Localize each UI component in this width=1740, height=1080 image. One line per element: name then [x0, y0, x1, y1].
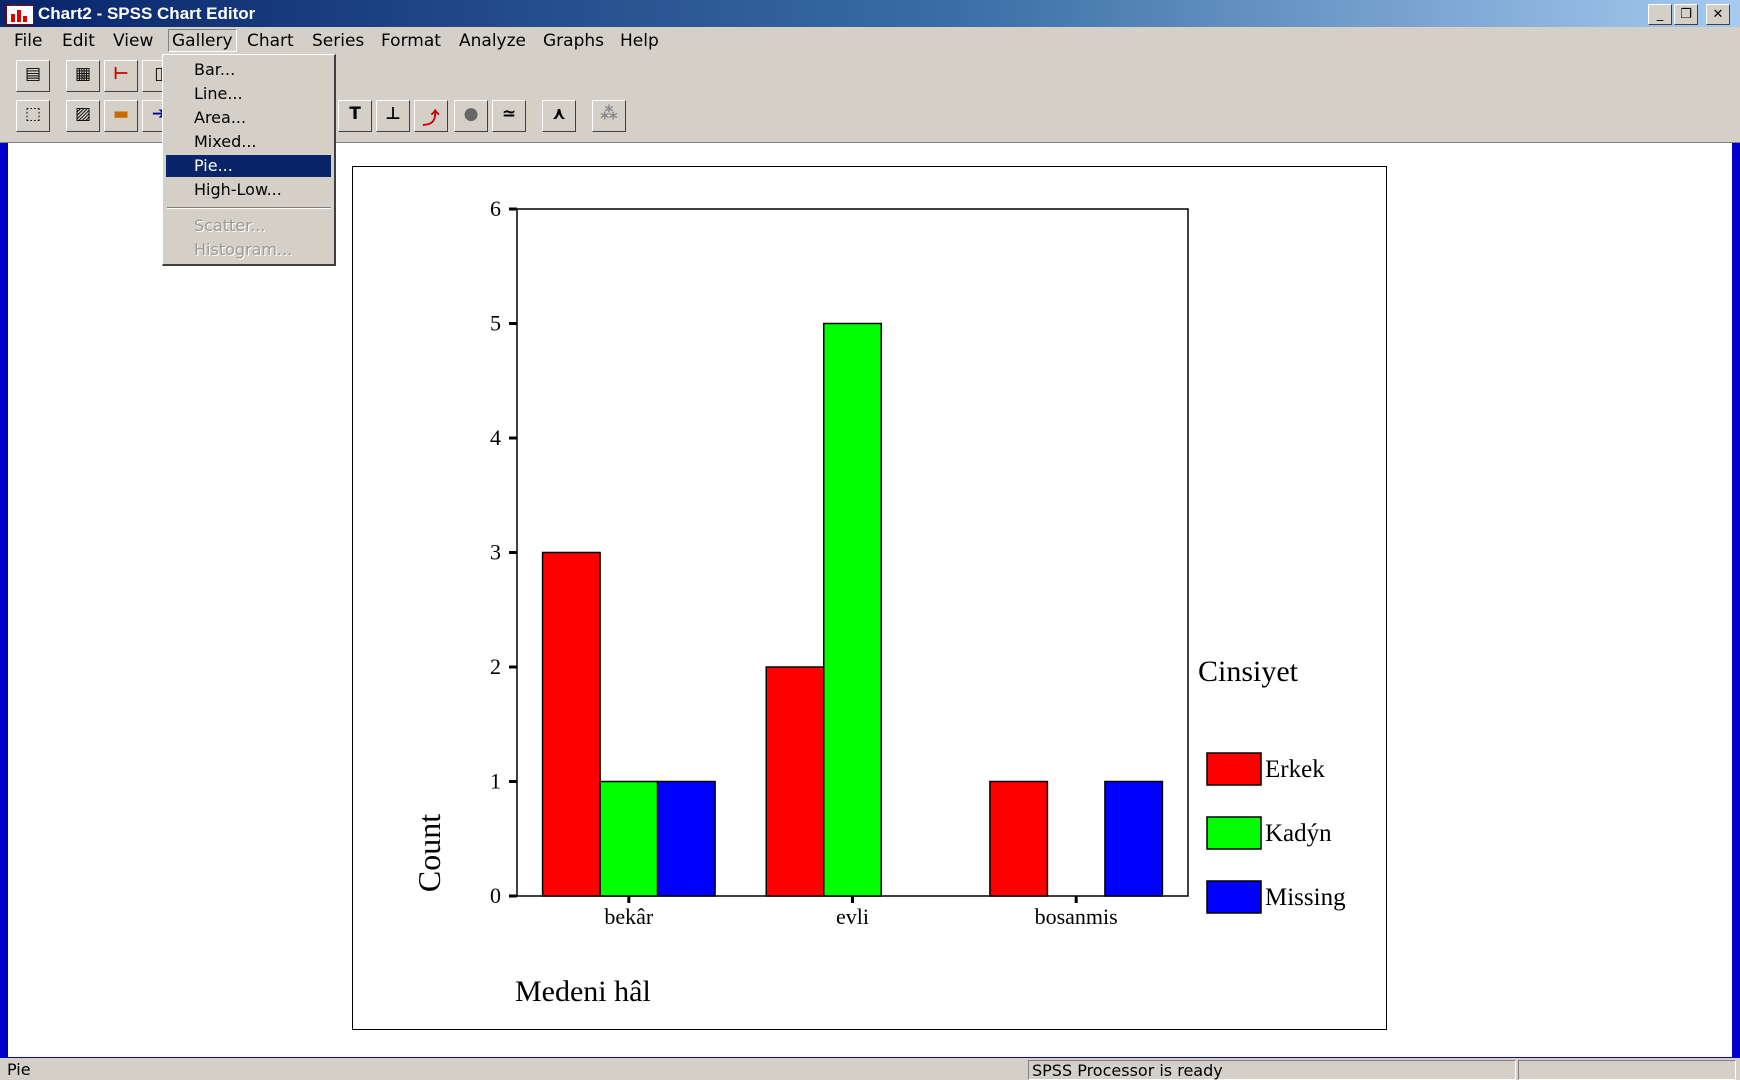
rotate-icon[interactable]: ⤴	[414, 100, 448, 132]
axis-icon[interactable]: ⊥	[376, 100, 410, 132]
title-bar[interactable]: Chart2 - SPSS Chart Editor _ ❐ ✕	[0, 0, 1740, 27]
bar-kadýn-0	[599, 780, 659, 897]
legend-swatch-erkek	[1206, 752, 1262, 786]
status-bar: Pie SPSS Processor is ready	[0, 1058, 1740, 1080]
y-tick-label: 2	[490, 654, 501, 679]
menu-graphs[interactable]: Graphs	[543, 31, 605, 51]
menu-analyze[interactable]: Analyze	[459, 31, 526, 51]
menu-chart[interactable]: Chart	[247, 31, 294, 51]
y-tick-label: 5	[490, 311, 501, 336]
gallery-scatter-item: Scatter...	[194, 216, 266, 235]
legend-title: Cinsiyet	[1198, 655, 1299, 688]
restore-icon[interactable]: ❐	[1674, 4, 1698, 25]
menu-view[interactable]: View	[113, 31, 154, 51]
fill-pattern-icon[interactable]: ▨	[66, 100, 100, 132]
table-icon[interactable]: ▦	[66, 60, 100, 92]
x-tick-label: bosanmis	[1035, 904, 1118, 929]
chart-app-icon[interactable]	[6, 5, 34, 25]
x-axis-title: Medeni hâl	[515, 975, 651, 1008]
menu-gallery[interactable]: Gallery	[168, 29, 237, 52]
select-icon[interactable]: ⬚	[16, 100, 50, 132]
point-id-icon[interactable]: ⁂	[592, 100, 626, 132]
x-tick-label: bekâr	[604, 904, 654, 929]
bar-erkek-1	[765, 666, 825, 897]
menu-format[interactable]: Format	[381, 31, 441, 51]
legend-swatch-missing	[1206, 880, 1262, 914]
bar-missing-2	[1104, 780, 1164, 897]
y-axis-title: Count	[411, 814, 447, 892]
gallery-high-low-item[interactable]: High-Low...	[194, 180, 282, 199]
legend-icon[interactable]: ⊢	[104, 60, 138, 92]
legend-swatch-kadýn	[1206, 816, 1262, 850]
status-right	[1518, 1060, 1736, 1080]
chart-data-icon[interactable]: ▤	[16, 60, 50, 92]
interpolate-icon[interactable]: ≃	[492, 100, 526, 132]
bar-erkek-0	[541, 551, 601, 897]
gallery-line-item[interactable]: Line...	[194, 84, 243, 103]
gallery-pie-item[interactable]: Pie...	[166, 155, 331, 177]
window-title: Chart2 - SPSS Chart Editor	[38, 4, 256, 23]
bar-missing-0	[656, 780, 716, 897]
bar-erkek-2	[989, 780, 1049, 897]
minimize-icon[interactable]: _	[1648, 4, 1672, 25]
x-tick-label: evli	[836, 904, 869, 929]
y-tick-label: 4	[490, 425, 501, 450]
spin-icon[interactable]: ⋏	[542, 100, 576, 132]
menu-file[interactable]: File	[14, 31, 43, 51]
menu-series[interactable]: Series	[312, 31, 365, 51]
y-tick-label: 1	[490, 769, 501, 794]
gallery-bar-item[interactable]: Bar...	[194, 60, 236, 79]
gallery-mixed-item[interactable]: Mixed...	[194, 132, 257, 151]
menu-bar: File Edit View Gallery Chart Series Form…	[0, 27, 1740, 54]
bar-kadýn-1	[823, 322, 882, 897]
gallery-histogram-item: Histogram...	[194, 240, 293, 259]
menu-edit[interactable]: Edit	[62, 31, 95, 51]
explode-icon[interactable]: ●	[454, 100, 488, 132]
menu-help[interactable]: Help	[620, 31, 659, 51]
gallery-area-item[interactable]: Area...	[194, 108, 247, 127]
bar-chart[interactable]: 0 1 2 3 4 5 6 bekâr evli bosanmis Medeni hâl Count C…	[353, 167, 1388, 1031]
close-icon[interactable]: ✕	[1706, 4, 1730, 25]
text-icon[interactable]: T	[338, 100, 372, 132]
status-left: Pie	[7, 1060, 31, 1079]
gallery-dropdown: Bar... Line... Area... Mixed... Pie... H…	[162, 54, 336, 266]
legend-label-kadýn: Kadýn	[1265, 820, 1332, 847]
y-tick-label: 0	[490, 883, 501, 908]
y-tick-label: 6	[490, 196, 501, 221]
legend-label-erkek: Erkek	[1265, 756, 1325, 783]
chart-frame[interactable]: 0 1 2 3 4 5 6 bekâr evli bosanmis Medeni hâl Count C…	[352, 166, 1387, 1030]
y-tick-label: 3	[490, 540, 501, 565]
legend-label-missing: Missing	[1265, 884, 1346, 911]
menu-separator	[167, 207, 331, 209]
color-icon[interactable]: ▬	[104, 100, 138, 132]
status-processor: SPSS Processor is ready	[1028, 1060, 1516, 1080]
